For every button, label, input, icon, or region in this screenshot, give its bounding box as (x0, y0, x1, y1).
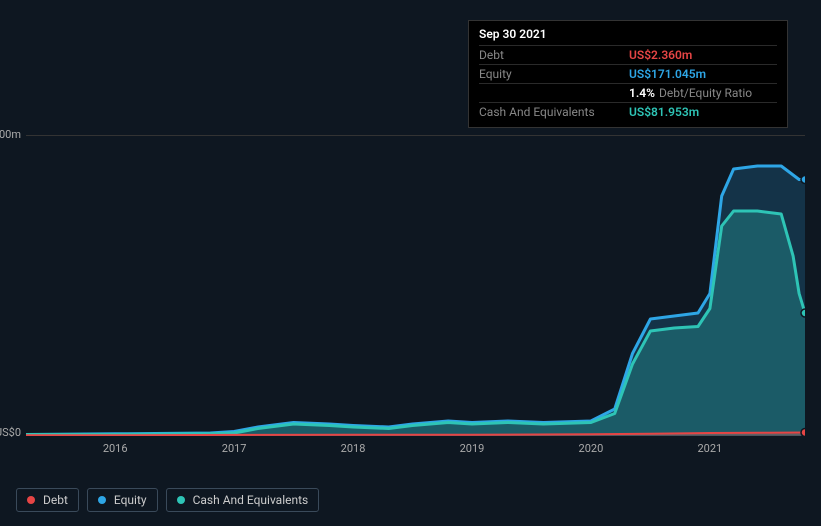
tooltip-value: 1.4% Debt/Equity Ratio (629, 86, 752, 100)
legend-swatch-icon (177, 496, 185, 504)
chart-plot-area[interactable] (26, 135, 805, 435)
legend-item-equity[interactable]: Equity (87, 488, 158, 512)
tooltip-row-cash: Cash And Equivalents US$81.953m (479, 102, 777, 121)
tooltip-label: Equity (479, 67, 629, 81)
tooltip-value: US$2.360m (629, 48, 692, 62)
tooltip-value: US$171.045m (629, 67, 706, 81)
legend-label: Cash And Equivalents (193, 493, 309, 507)
ratio-suffix: Debt/Equity Ratio (659, 86, 752, 100)
chart-legend: Debt Equity Cash And Equivalents (16, 488, 319, 512)
legend-item-debt[interactable]: Debt (16, 488, 79, 512)
tooltip-date: Sep 30 2021 (479, 27, 777, 41)
tooltip-row-ratio: 1.4% Debt/Equity Ratio (479, 83, 777, 102)
y-axis-label-top: US$200m (0, 128, 21, 141)
legend-label: Debt (43, 493, 68, 507)
chart-tooltip: Sep 30 2021 Debt US$2.360m Equity US$171… (468, 20, 788, 128)
x-axis-tick: 2019 (460, 442, 485, 455)
legend-item-cash[interactable]: Cash And Equivalents (166, 488, 320, 512)
ratio-value: 1.4% (629, 86, 655, 100)
tooltip-value: US$81.953m (629, 105, 699, 119)
tooltip-label (479, 86, 629, 100)
chart-svg (26, 136, 805, 436)
x-axis-tick: 2020 (579, 442, 604, 455)
tooltip-label: Cash And Equivalents (479, 105, 629, 119)
tooltip-row-debt: Debt US$2.360m (479, 45, 777, 64)
x-axis-tick: 2021 (697, 442, 722, 455)
legend-swatch-icon (27, 496, 35, 504)
tooltip-label: Debt (479, 48, 629, 62)
legend-label: Equity (114, 493, 147, 507)
y-axis-label-bottom: US$0 (0, 426, 21, 439)
chart-container: US$200m US$0 201620172018201920202021 (16, 120, 805, 470)
x-axis-tick: 2018 (341, 442, 366, 455)
x-axis-tick: 2017 (222, 442, 247, 455)
x-axis-tick: 2016 (103, 442, 128, 455)
tooltip-row-equity: Equity US$171.045m (479, 64, 777, 83)
x-axis-labels: 2016 2017 2018 2019 2020 2021 (26, 442, 805, 462)
legend-swatch-icon (98, 496, 106, 504)
